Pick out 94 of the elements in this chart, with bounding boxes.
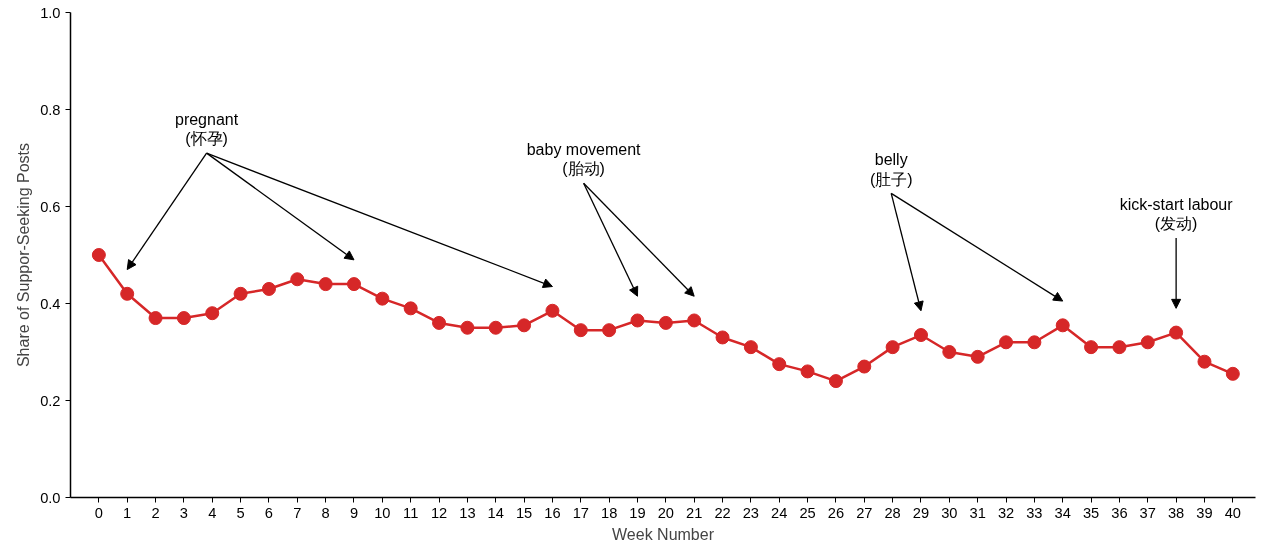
point [517,318,532,333]
x-axis-title: Week Number [612,525,715,543]
annotation: kick-start labour (发动) [1119,195,1234,233]
y-tick-label: 0.2 [40,392,61,409]
x-tick-label: 2 [151,504,160,521]
y-tick-label: 0.6 [40,198,61,215]
point [857,359,872,374]
point [1197,354,1212,369]
x-tick-label: 24 [771,504,788,521]
point [233,286,248,301]
point [970,349,985,364]
annotation: pregnant (怀孕) [174,110,239,148]
point [743,340,758,355]
y-tick-label: 0.4 [40,295,61,312]
x-tick-label: 22 [714,504,731,521]
x-tick-label: 31 [969,504,986,521]
x-tick-label: 21 [686,504,703,521]
x-tick-label: 15 [515,504,533,521]
x-tick-label: 23 [742,504,760,521]
x-tick-label: 39 [1196,504,1213,521]
point [261,281,276,296]
x-tick-label: 9 [349,504,359,521]
x-tick-label: 26 [827,504,845,521]
point [545,303,560,318]
x-tick-label: 11 [403,504,419,521]
point [687,313,702,328]
x-tick-label: 17 [572,504,589,521]
annotation: belly (肚子) [869,151,913,188]
x-tick-label: 30 [941,504,958,521]
y-tick-label: 0.0 [40,489,61,506]
x-tick-label: 33 [1026,504,1043,521]
point [432,315,447,330]
x-tick-label: 13 [459,504,476,521]
point [828,374,843,389]
y-tick-label: 1.0 [40,4,61,21]
x-tick-label: 14 [487,504,504,521]
point [1225,366,1240,381]
x-tick-label: 25 [799,504,816,521]
x-tick-label: 34 [1054,504,1071,521]
point [120,286,135,301]
x-tick-label: 27 [856,504,873,521]
point [602,323,617,338]
point [403,301,418,316]
point [800,364,815,379]
x-tick-label: 37 [1139,504,1156,521]
point [488,320,503,335]
point [205,306,220,321]
y-tick-label: 0.8 [40,101,61,118]
x-tick-label: 40 [1224,504,1241,521]
point [346,277,361,292]
point [318,277,333,292]
point [1027,335,1042,350]
x-tick-label: 1 [123,504,132,521]
point [176,311,191,326]
x-tick-label: 6 [264,504,274,521]
point [1055,318,1070,333]
point [1169,325,1184,340]
x-tick-label: 0 [94,504,103,521]
x-tick-label: 20 [657,504,674,521]
point [772,357,787,372]
x-tick-label: 16 [544,504,561,521]
point [1140,335,1155,350]
point [1084,340,1099,355]
x-tick-label: 28 [884,504,901,521]
point [290,272,305,287]
point [999,335,1014,350]
x-tick-label: 32 [997,504,1015,521]
point [658,315,673,330]
x-tick-label: 4 [208,504,217,521]
x-tick-label: 5 [236,504,245,521]
x-tick-label: 18 [600,504,618,521]
x-tick-label: 10 [374,504,391,521]
y-axis-title: Share of Suppor-Seeking Posts [15,142,33,368]
x-tick-label: 3 [179,504,188,521]
point [913,328,928,343]
point [91,248,106,262]
point [460,320,475,335]
x-tick-label: 7 [293,504,302,521]
x-tick-label: 38 [1167,504,1185,521]
point [630,313,645,328]
point [375,291,390,306]
point [148,311,163,326]
annotation: baby movement (胎动) [526,140,642,178]
x-tick-label: 12 [430,504,448,521]
point [715,330,730,345]
x-tick-label: 36 [1111,504,1128,521]
point [573,323,588,338]
x-tick-label: 8 [321,504,330,521]
x-tick-label: 19 [629,504,646,521]
point [1112,340,1127,355]
x-tick-label: 35 [1082,504,1100,521]
point [942,345,957,359]
x-tick-label: 29 [912,504,930,521]
point [885,340,900,355]
